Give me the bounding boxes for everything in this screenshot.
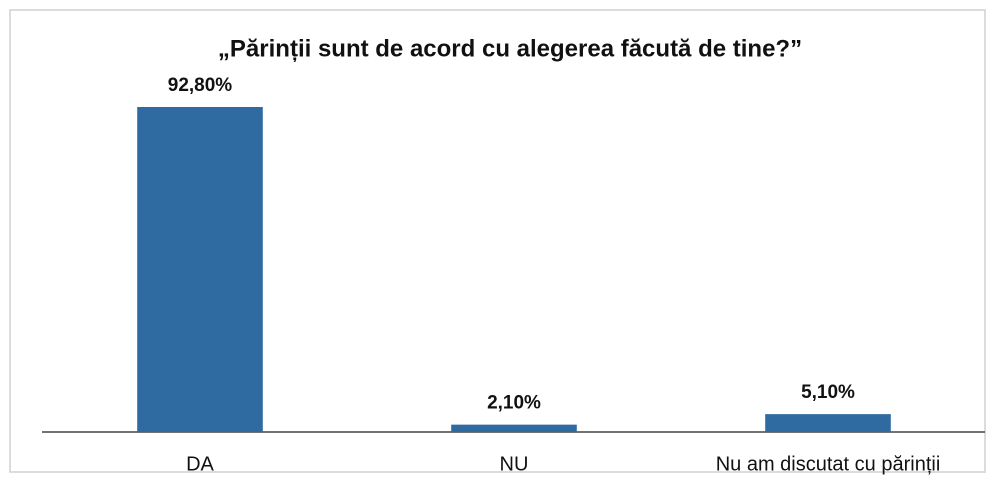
data-label: 2,10% (487, 393, 541, 414)
data-label: 92,80% (168, 75, 233, 96)
data-label: 5,10% (801, 382, 855, 403)
x-tick-label: DA (186, 453, 214, 475)
x-tick-label: NU (500, 453, 529, 475)
chart-title: „Părinții sunt de acord cu alegerea făcu… (218, 35, 802, 62)
x-tick-label: Nu am discutat cu părinții (716, 453, 941, 475)
bar (137, 107, 263, 432)
chart-frame (9, 9, 986, 473)
bar (451, 424, 577, 432)
bar (765, 414, 891, 432)
